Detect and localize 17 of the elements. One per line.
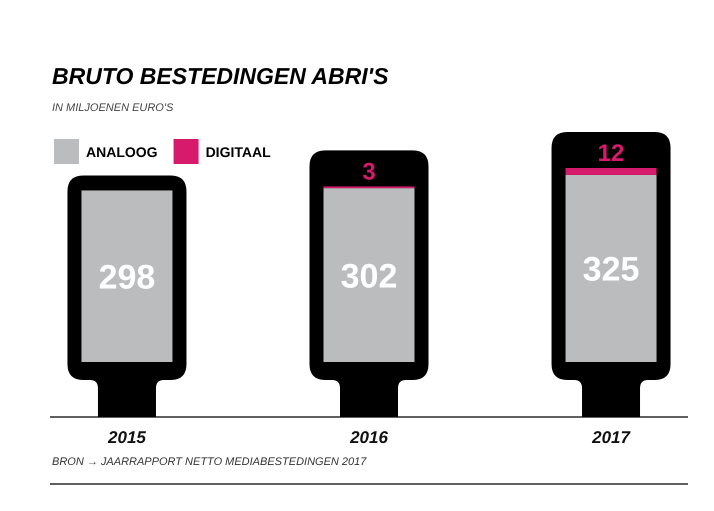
x-tick-label: 2016 [349,428,388,448]
legend-label: ANALOOG [86,144,158,160]
bar [81,190,172,362]
bar [566,168,657,175]
x-tick-label: 2017 [591,428,632,448]
data-label: 298 [98,258,156,296]
data-label: 12 [598,140,624,167]
bar [566,174,657,362]
text: BRON → JAARRAPPORT NETTO MEDIABESTEDINGEN 2017 [52,456,368,468]
chart-title: BRUTO BESTEDINGEN ABRI'S [52,63,390,89]
data-label: 325 [582,250,640,289]
data-label: 3 [362,158,376,186]
x-tick-label: 2015 [107,428,146,448]
legend-label: DIGITAAL [206,144,272,160]
data-label: 302 [340,257,398,296]
chart-subtitle: IN MILJOENEN EURO'S [52,102,174,114]
bar [324,188,415,362]
